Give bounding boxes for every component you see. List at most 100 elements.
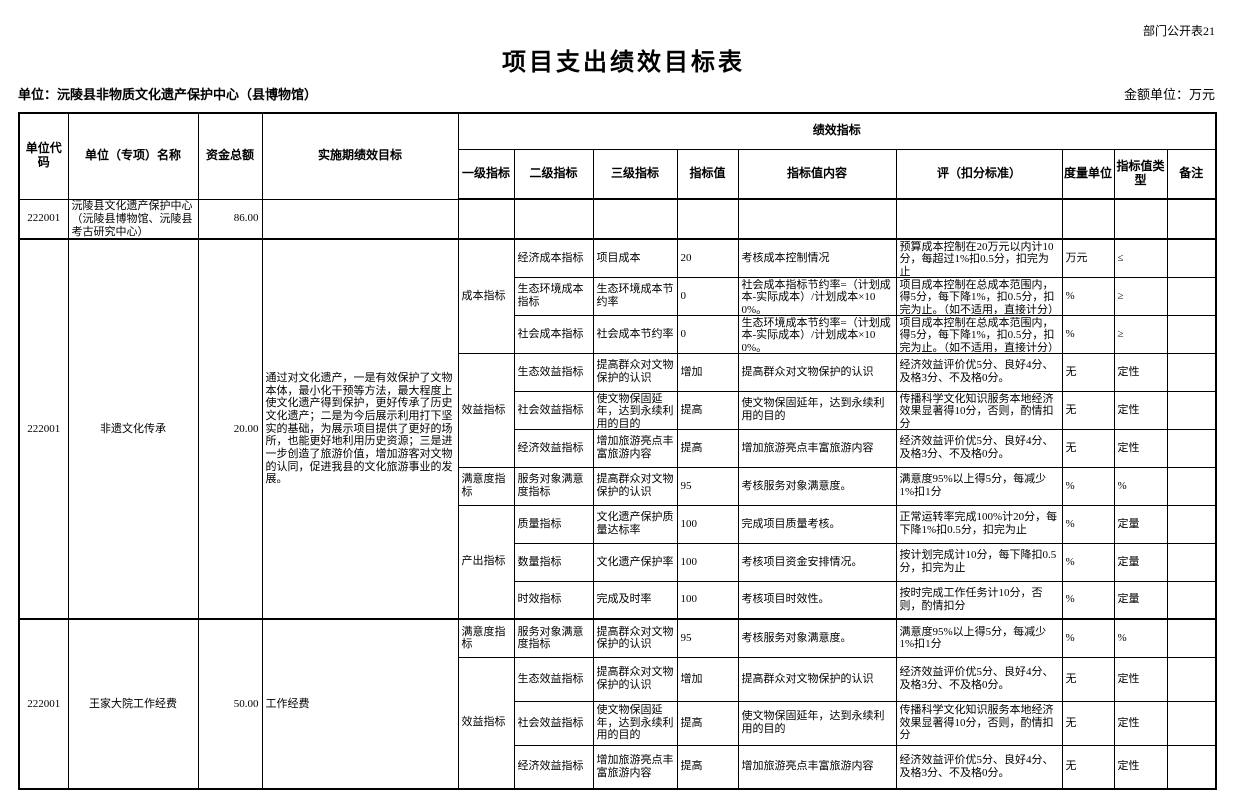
unit-code-cell: 222001 bbox=[18, 618, 69, 790]
measure-unit-cell: % bbox=[1061, 466, 1115, 506]
remark-cell bbox=[1166, 428, 1217, 468]
amount-unit-label: 金额单位：万元 bbox=[1123, 87, 1215, 102]
level2-cell: 服务对象满意度指标 bbox=[513, 618, 594, 658]
measure-unit-cell: 无 bbox=[1061, 656, 1115, 702]
meta-row: 单位：沅陵县非物质文化遗产保护中心（县博物馆） 金额单位：万元 bbox=[18, 84, 1215, 103]
value-type-cell: % bbox=[1113, 466, 1168, 506]
content-cell: 考核服务对象满意度。 bbox=[737, 466, 897, 506]
score-cell bbox=[895, 198, 1063, 240]
table-row: 社会成本指标 社会成本节约率 0 生态环境成本节约率=（计划成本-实际成本）/计… bbox=[19, 314, 1217, 354]
value-type-cell: 定性 bbox=[1113, 744, 1168, 790]
content-cell: 社会成本指标节约率=（计划成本-实际成本）/计划成本×100%。 bbox=[737, 276, 897, 316]
score-cell: 传播科学文化知识服务本地经济效果显著得10分，否则，酌情扣分 bbox=[895, 390, 1063, 430]
table-row: 时效指标 完成及时率 100 考核项目时效性。 按时完成工作任务计10分，否则，… bbox=[19, 580, 1217, 620]
score-cell: 经济效益评价优5分、良好4分、及格3分、不及格0分。 bbox=[895, 656, 1063, 702]
level3-cell: 使文物保固延年，达到永续利用的目的 bbox=[592, 390, 678, 430]
level3-cell: 文化遗产保护率 bbox=[592, 542, 678, 582]
value-cell: 100 bbox=[676, 504, 739, 544]
unit-label: 单位：沅陵县非物质文化遗产保护中心（县博物馆） bbox=[18, 87, 318, 102]
content-cell: 增加旅游亮点丰富旅游内容 bbox=[737, 428, 897, 468]
level1-cell: 满意度指标 bbox=[457, 466, 515, 506]
header-period-goal: 实施期绩效目标 bbox=[261, 112, 459, 200]
level3-cell: 生态环境成本节约率 bbox=[592, 276, 678, 316]
level2-cell: 质量指标 bbox=[513, 504, 594, 544]
content-cell: 考核服务对象满意度。 bbox=[737, 618, 897, 658]
remark-cell bbox=[1166, 466, 1217, 506]
value-type-cell bbox=[1113, 198, 1168, 240]
measure-unit-cell: 无 bbox=[1061, 352, 1115, 392]
score-cell: 经济效益评价优5分、良好4分、及格3分、不及格0分。 bbox=[895, 744, 1063, 790]
level2-cell bbox=[513, 198, 594, 240]
level3-cell: 增加旅游亮点丰富旅游内容 bbox=[592, 744, 678, 790]
content-cell: 提高群众对文物保护的认识 bbox=[737, 656, 897, 702]
unit-name-cell: 王家大院工作经费 bbox=[67, 618, 199, 790]
header-value: 指标值 bbox=[676, 148, 739, 200]
header-measure-unit: 度量单位 bbox=[1061, 148, 1115, 200]
table-row: 222001 沅陵县文化遗产保护中心（沅陵县博物馆、沅陵县考古研究中心） 86.… bbox=[18, 198, 1217, 240]
remark-cell bbox=[1166, 744, 1217, 790]
header-row-top: 单位代码 单位（专项）名称 资金总额 实施期绩效目标 绩效指标 bbox=[18, 112, 1217, 200]
content-cell: 考核成本控制情况 bbox=[737, 238, 897, 278]
unit-code-cell: 222001 bbox=[18, 198, 69, 240]
level3-cell bbox=[592, 198, 678, 240]
measure-unit-cell: % bbox=[1061, 276, 1115, 316]
amount-cell: 86.00 bbox=[197, 198, 263, 240]
measure-unit-cell: % bbox=[1061, 542, 1115, 582]
remark-cell bbox=[1166, 198, 1217, 240]
measure-unit-cell: % bbox=[1061, 580, 1115, 620]
content-cell: 增加旅游亮点丰富旅游内容 bbox=[737, 744, 897, 790]
score-cell: 经济效益评价优5分、良好4分、及格3分、不及格0分。 bbox=[895, 352, 1063, 392]
score-cell: 按计划完成计10分，每下降扣0.5分，扣完为止 bbox=[895, 542, 1063, 582]
goal-cell bbox=[261, 198, 459, 240]
level2-cell: 数量指标 bbox=[513, 542, 594, 582]
remark-cell bbox=[1166, 314, 1217, 354]
level2-cell: 社会效益指标 bbox=[513, 390, 594, 430]
header-remark: 备注 bbox=[1166, 148, 1217, 200]
level1-cell: 效益指标 bbox=[457, 656, 515, 790]
level3-cell: 提高群众对文物保护的认识 bbox=[592, 466, 678, 506]
remark-cell bbox=[1166, 276, 1217, 316]
value-cell: 100 bbox=[676, 580, 739, 620]
value-type-cell: 定性 bbox=[1113, 352, 1168, 392]
level2-cell: 经济成本指标 bbox=[513, 238, 594, 278]
level2-cell: 服务对象满意度指标 bbox=[513, 466, 594, 506]
value-type-cell: 定性 bbox=[1113, 428, 1168, 468]
value-cell: 增加 bbox=[676, 352, 739, 392]
content-cell: 生态环境成本节约率=（计划成本-实际成本）/计划成本×100%。 bbox=[737, 314, 897, 354]
level3-cell: 增加旅游亮点丰富旅游内容 bbox=[592, 428, 678, 468]
value-cell: 20 bbox=[676, 238, 739, 278]
level1-cell: 效益指标 bbox=[457, 352, 515, 468]
header-value-type: 指标值类型 bbox=[1113, 148, 1168, 200]
value-type-cell: 定量 bbox=[1113, 580, 1168, 620]
page-title: 项目支出绩效目标表 bbox=[502, 50, 745, 76]
goal-cell: 工作经费 bbox=[261, 618, 459, 790]
content-cell: 完成项目质量考核。 bbox=[737, 504, 897, 544]
level3-cell: 提高群众对文物保护的认识 bbox=[592, 656, 678, 702]
level2-cell: 生态环境成本指标 bbox=[513, 276, 594, 316]
level3-cell: 完成及时率 bbox=[592, 580, 678, 620]
measure-unit-cell: 无 bbox=[1061, 390, 1115, 430]
value-cell: 增加 bbox=[676, 656, 739, 702]
content-cell bbox=[737, 198, 897, 240]
remark-cell bbox=[1166, 504, 1217, 544]
header-value-content: 指标值内容 bbox=[737, 148, 897, 200]
value-cell: 95 bbox=[676, 466, 739, 506]
value-cell: 提高 bbox=[676, 744, 739, 790]
value-type-cell: 定性 bbox=[1113, 390, 1168, 430]
level2-cell: 生态效益指标 bbox=[513, 352, 594, 392]
remark-cell bbox=[1166, 238, 1217, 278]
value-type-cell: 定量 bbox=[1113, 542, 1168, 582]
level2-cell: 时效指标 bbox=[513, 580, 594, 620]
measure-unit-cell: % bbox=[1061, 618, 1115, 658]
value-type-cell: % bbox=[1113, 618, 1168, 658]
score-cell: 满意度95%以上得5分，每减少1%扣1分 bbox=[895, 618, 1063, 658]
header-row-sub: 一级指标 二级指标 三级指标 指标值 指标值内容 评（扣分标准） 度量单位 指标… bbox=[19, 148, 1217, 200]
measure-unit-cell: 无 bbox=[1061, 428, 1115, 468]
value-type-cell: ≤ bbox=[1113, 238, 1168, 278]
header-level3: 三级指标 bbox=[592, 148, 678, 200]
header-unit-name: 单位（专项）名称 bbox=[67, 112, 199, 200]
value-type-cell: ≥ bbox=[1113, 276, 1168, 316]
value-cell bbox=[676, 198, 739, 240]
table-row: 生态环境成本指标 生态环境成本节约率 0 社会成本指标节约率=（计划成本-实际成… bbox=[19, 276, 1217, 316]
